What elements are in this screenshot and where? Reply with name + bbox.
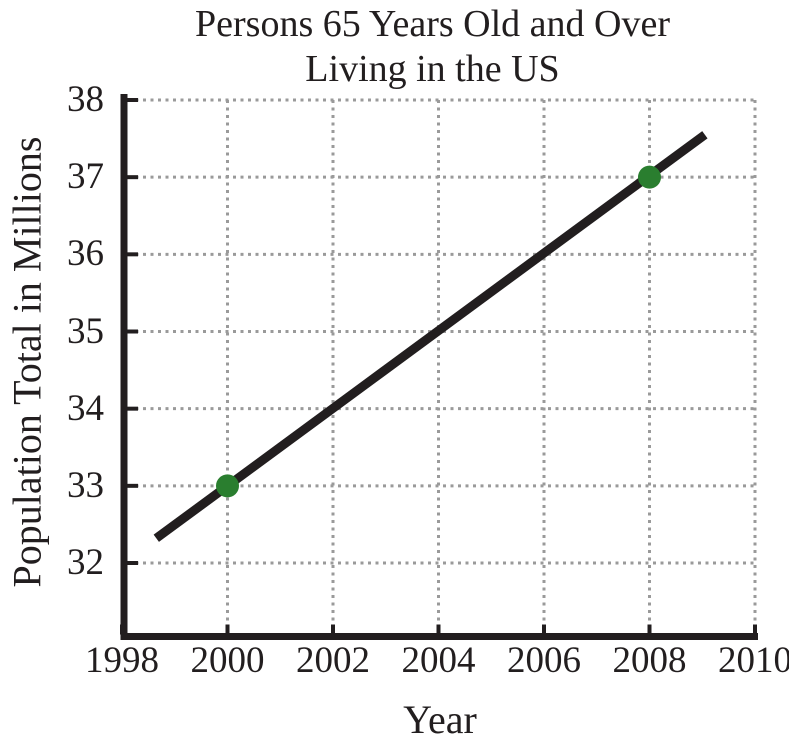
chart-title: Persons 65 Years Old and Over Living in …: [80, 2, 785, 92]
x-axis-label: Year: [403, 697, 477, 742]
data-point: [638, 165, 661, 189]
x-tick-label: 2002: [296, 640, 370, 681]
x-tick-label: 2008: [612, 640, 687, 681]
y-tick-label: 35: [67, 310, 104, 352]
trend-line: [153, 131, 708, 542]
x-tick-label: 2004: [401, 640, 476, 681]
chart-title-line-1: Persons 65 Years Old and Over: [195, 3, 670, 45]
y-tick-label: 37: [67, 156, 104, 198]
chart-title-line-2: Living in the US: [305, 48, 560, 90]
x-tick-label: 2006: [507, 640, 581, 681]
x-tick-label: 1998: [85, 640, 159, 681]
x-tick-label: 2000: [190, 640, 265, 681]
y-tick-label: 33: [67, 464, 104, 506]
data-point: [216, 474, 239, 498]
y-tick-label: 36: [67, 233, 104, 275]
x-tick-label: 2010: [718, 640, 789, 681]
y-tick-label: 38: [67, 79, 104, 120]
y-tick-label: 32: [67, 542, 104, 583]
y-tick-label: 34: [67, 387, 104, 429]
